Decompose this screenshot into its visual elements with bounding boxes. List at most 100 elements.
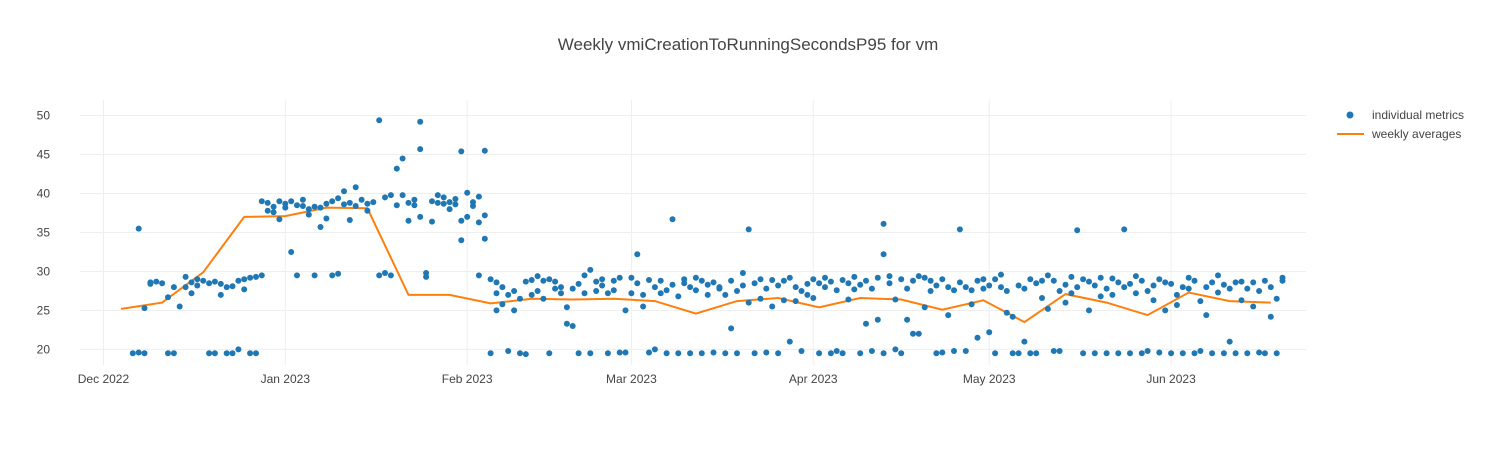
data-point [1179, 284, 1186, 291]
data-point [382, 270, 388, 276]
data-point [546, 350, 553, 357]
data-point [1203, 312, 1210, 319]
data-point [804, 280, 811, 287]
x-tick-label: Mar 2023 [606, 372, 657, 386]
data-point [1039, 277, 1045, 284]
data-point [1003, 309, 1010, 316]
data-point [499, 301, 506, 308]
data-point [640, 303, 647, 310]
data-point [446, 199, 453, 206]
data-point [299, 196, 306, 203]
data-point [194, 276, 201, 283]
data-point [1027, 276, 1034, 283]
data-point [810, 276, 817, 283]
legend[interactable]: individual metrics weekly averages [1337, 108, 1464, 141]
data-point [358, 196, 365, 203]
data-point [1021, 285, 1028, 292]
data-point [540, 277, 547, 284]
data-point [423, 273, 430, 280]
data-point [798, 288, 805, 294]
data-point [1267, 313, 1274, 320]
data-point [839, 277, 846, 283]
data-point [986, 329, 993, 336]
data-point [1173, 291, 1180, 298]
legend-item-individual-metrics[interactable]: individual metrics [1346, 108, 1465, 122]
data-point [763, 285, 770, 292]
data-point [640, 291, 647, 298]
data-point [581, 272, 588, 279]
data-point [1185, 285, 1192, 292]
data-point [493, 290, 500, 297]
data-point [129, 350, 136, 357]
legend-item-weekly-averages[interactable]: weekly averages [1337, 127, 1461, 141]
data-point [1132, 290, 1139, 297]
data-point [1273, 350, 1280, 357]
data-point [206, 350, 213, 357]
data-point [757, 276, 764, 283]
data-point [1244, 285, 1251, 292]
data-point [1027, 350, 1034, 357]
data-point [1156, 276, 1163, 283]
data-point [604, 350, 611, 357]
data-point [804, 291, 811, 298]
data-point [728, 277, 735, 284]
data-point [440, 194, 447, 201]
data-point [411, 196, 418, 203]
data-point [1162, 279, 1169, 286]
data-point [1121, 284, 1128, 291]
data-point [945, 312, 952, 319]
data-point [211, 350, 218, 357]
x-tick-label: Dec 2022 [78, 372, 130, 386]
data-point [1033, 350, 1040, 357]
data-point [651, 284, 658, 291]
y-tick-label: 45 [37, 148, 51, 162]
data-point [874, 316, 881, 323]
individual-metrics-points [129, 117, 1286, 358]
data-point [311, 272, 318, 279]
data-point [1074, 284, 1081, 291]
data-point [1009, 350, 1016, 357]
data-point [475, 272, 482, 279]
data-point [646, 349, 652, 356]
data-point [487, 350, 494, 357]
data-point [1050, 277, 1057, 284]
data-point [874, 274, 881, 281]
data-point [1168, 350, 1175, 357]
data-point [1115, 350, 1122, 357]
data-point [927, 288, 934, 294]
data-point [833, 348, 840, 354]
data-point [692, 287, 699, 294]
data-point [657, 277, 664, 284]
data-point [558, 290, 564, 297]
data-point [170, 350, 177, 357]
data-point [921, 304, 928, 311]
data-point [980, 285, 987, 292]
data-point [1103, 285, 1110, 292]
data-point [1250, 279, 1257, 286]
data-point [534, 288, 541, 294]
weekly-averages-line-layer [120, 206, 1271, 324]
data-point [540, 295, 547, 302]
data-point [276, 198, 283, 205]
data-point [552, 285, 559, 292]
data-point [816, 280, 823, 287]
data-point [505, 348, 512, 354]
data-point [247, 350, 254, 357]
data-point [698, 350, 705, 357]
y-tick-label: 25 [37, 303, 51, 317]
data-point [956, 279, 963, 286]
data-point [593, 278, 600, 285]
data-point [863, 320, 869, 327]
data-point [610, 287, 617, 294]
data-point [1209, 350, 1216, 357]
data-point [223, 350, 230, 357]
data-point [1068, 273, 1075, 280]
data-point [1080, 350, 1087, 357]
data-point [1279, 274, 1286, 281]
data-point [1097, 274, 1104, 281]
data-point [335, 195, 342, 202]
data-point [669, 281, 676, 288]
data-point [1103, 350, 1110, 357]
data-point [1256, 349, 1263, 356]
data-point [135, 225, 142, 232]
